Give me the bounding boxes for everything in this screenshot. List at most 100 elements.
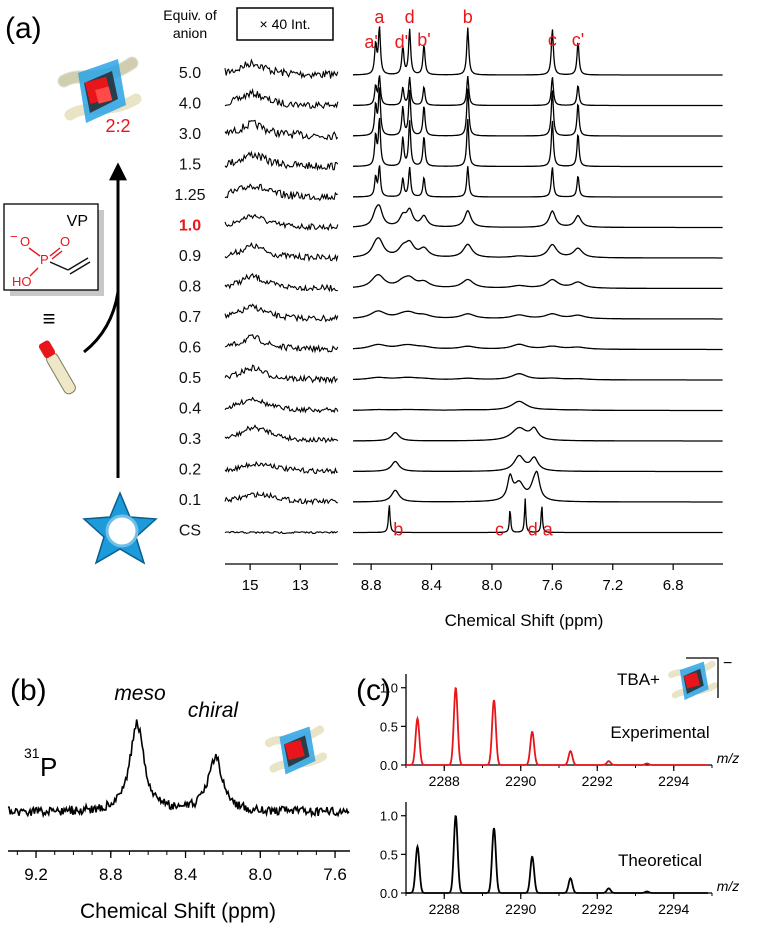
p31-spectrum: 9.2 8.8 8.4 8.0 7.6 [7, 719, 350, 884]
equiv-row-label: 3.0 [179, 126, 201, 143]
vp-minus: − [10, 229, 18, 244]
equiv-row-label: 0.2 [179, 462, 201, 479]
anion-icon [38, 340, 76, 395]
nmr-trace-right [352, 237, 723, 259]
p31-tick-label: 7.6 [323, 865, 347, 884]
nmr-trace-right [353, 274, 723, 290]
nmr-trace-right [353, 26, 723, 76]
p31-tick-label: 9.2 [24, 865, 48, 884]
ms-xtick-label: 2294 [658, 773, 689, 789]
nmr-trace-right [353, 117, 723, 168]
ms-xtick-label: 2292 [582, 901, 613, 917]
nmr-axes: 15 13 8.8 8.4 8.0 7.6 7.2 6.8 [225, 563, 723, 594]
vp-oxygen-double: O [60, 234, 70, 249]
equiv-row-label: 0.4 [179, 401, 201, 418]
nmr-tick-label: 8.4 [421, 577, 442, 594]
ms-ytick-label: 0.5 [380, 847, 398, 862]
equiv-row-label: 0.6 [179, 340, 201, 357]
p31-trace [7, 719, 350, 819]
nmr-trace-left [224, 364, 338, 385]
nmr-trace-left [224, 119, 339, 141]
nmr-tick-label: 6.8 [663, 577, 684, 594]
vp-structure-box: VP − O O P HO [3, 203, 104, 296]
nmr-trace-right [353, 373, 723, 381]
peak-label: b [463, 7, 473, 27]
panel-a: (a) 2:2 VP − O O P HO [3, 7, 723, 630]
nmr-trace-left [224, 87, 339, 110]
nmr-trace-right [353, 470, 723, 503]
panel-c-label: (c) [356, 674, 391, 707]
p31-xlabel: Chemical Shift (ppm) [80, 900, 276, 923]
nmr-tick-label: 13 [292, 577, 309, 594]
ms-xtick-label: 2288 [429, 901, 460, 917]
nmr-tick-label: 15 [242, 577, 259, 594]
nmr-trace-left [224, 150, 339, 172]
cs-peak-label: b [393, 520, 403, 540]
experimental-trace [406, 687, 708, 766]
ms-xtick-label: 2290 [505, 901, 536, 917]
int-box [236, 7, 334, 41]
ms-xtick-label: 2290 [505, 773, 536, 789]
nmr-trace-right [352, 343, 723, 351]
nucleus-label: P [40, 752, 57, 782]
experimental-label: Experimental [610, 723, 709, 742]
nucleus-superscript: 31 [24, 745, 40, 761]
nmr-tick-label: 7.6 [542, 577, 563, 594]
theoretical-trace [406, 815, 708, 894]
ms-xtick-label: 2288 [429, 773, 460, 789]
nmr-trace-left [224, 333, 339, 354]
chiral-label: chiral [188, 699, 240, 722]
nmr-peak-labels: aa'dd'bb' c c'b c d a [364, 7, 584, 540]
vp-label: VP [67, 213, 88, 230]
meso-label: meso [114, 682, 166, 705]
nmr-trace-right [353, 454, 723, 473]
complex-icon-b [264, 725, 328, 775]
cs-peak-label: c [495, 520, 504, 540]
ms-plots: 1.0 0.5 0.0 2288 2290 2292 2294 m/z 1.0 0.5 0.0 228… [380, 674, 739, 917]
nmr-stack: 5.0 4.0 3.0 1.5 1.25 1.0 0.9 0.8 0.7 0.6 0.5 0.4 0.3… [174, 26, 723, 540]
panel-a-label: (a) [5, 12, 42, 45]
anion-branch-arrow [83, 291, 120, 354]
equiv-header-line1: Equiv. of [163, 7, 217, 23]
ms-ytick-label: 1.0 [380, 809, 398, 824]
nmr-trace-left [224, 303, 339, 323]
ms-ytick-label: 0.0 [380, 886, 398, 901]
equiv-row-label: 0.3 [179, 431, 201, 448]
nmr-trace-right [352, 400, 723, 412]
peak-label: d' [395, 32, 408, 52]
nmr-trace-left [224, 273, 338, 293]
peak-label: a' [364, 32, 377, 52]
equiv-row-label: CS [179, 523, 201, 540]
vp-hydroxyl: HO [12, 274, 32, 289]
nmr-trace-right [353, 426, 723, 442]
nmr-xlabel: Chemical Shift (ppm) [445, 611, 604, 630]
nmr-trace-right [353, 87, 723, 137]
ms-xunit: m/z [717, 878, 740, 894]
nmr-trace-right [353, 498, 723, 534]
ms-ytick-label: 0.0 [380, 758, 398, 773]
equiv-row-label: 4.0 [179, 96, 201, 113]
nmr-trace-left [224, 213, 339, 232]
equiv-row-label: 1.25 [174, 187, 205, 204]
nmr-trace-left [224, 530, 339, 535]
vp-phosphorus: P [40, 252, 49, 267]
equiv-row-label: 1.5 [179, 157, 201, 174]
nmr-trace-left [224, 183, 338, 202]
equiv-header-line2: anion [173, 25, 207, 41]
nmr-trace-left [224, 460, 338, 475]
peak-label: c [548, 30, 557, 50]
p31-tick-label: 8.0 [248, 865, 272, 884]
nmr-tick-label: 8.8 [361, 577, 382, 594]
ms-xtick-label: 2292 [582, 773, 613, 789]
cs-peak-label: a [543, 520, 554, 540]
nmr-tick-label: 7.2 [602, 577, 623, 594]
nmr-trace-right [353, 165, 723, 198]
panel-b-label: (b) [10, 674, 47, 707]
p31-tick-label: 8.8 [99, 865, 123, 884]
peak-label: a [374, 7, 385, 27]
equiv-row-label: 5.0 [179, 65, 201, 82]
p31-tick-label: 8.4 [174, 865, 198, 884]
tba-label: TBA+ [617, 670, 660, 689]
int-box-label: × 40 Int. [260, 16, 311, 32]
